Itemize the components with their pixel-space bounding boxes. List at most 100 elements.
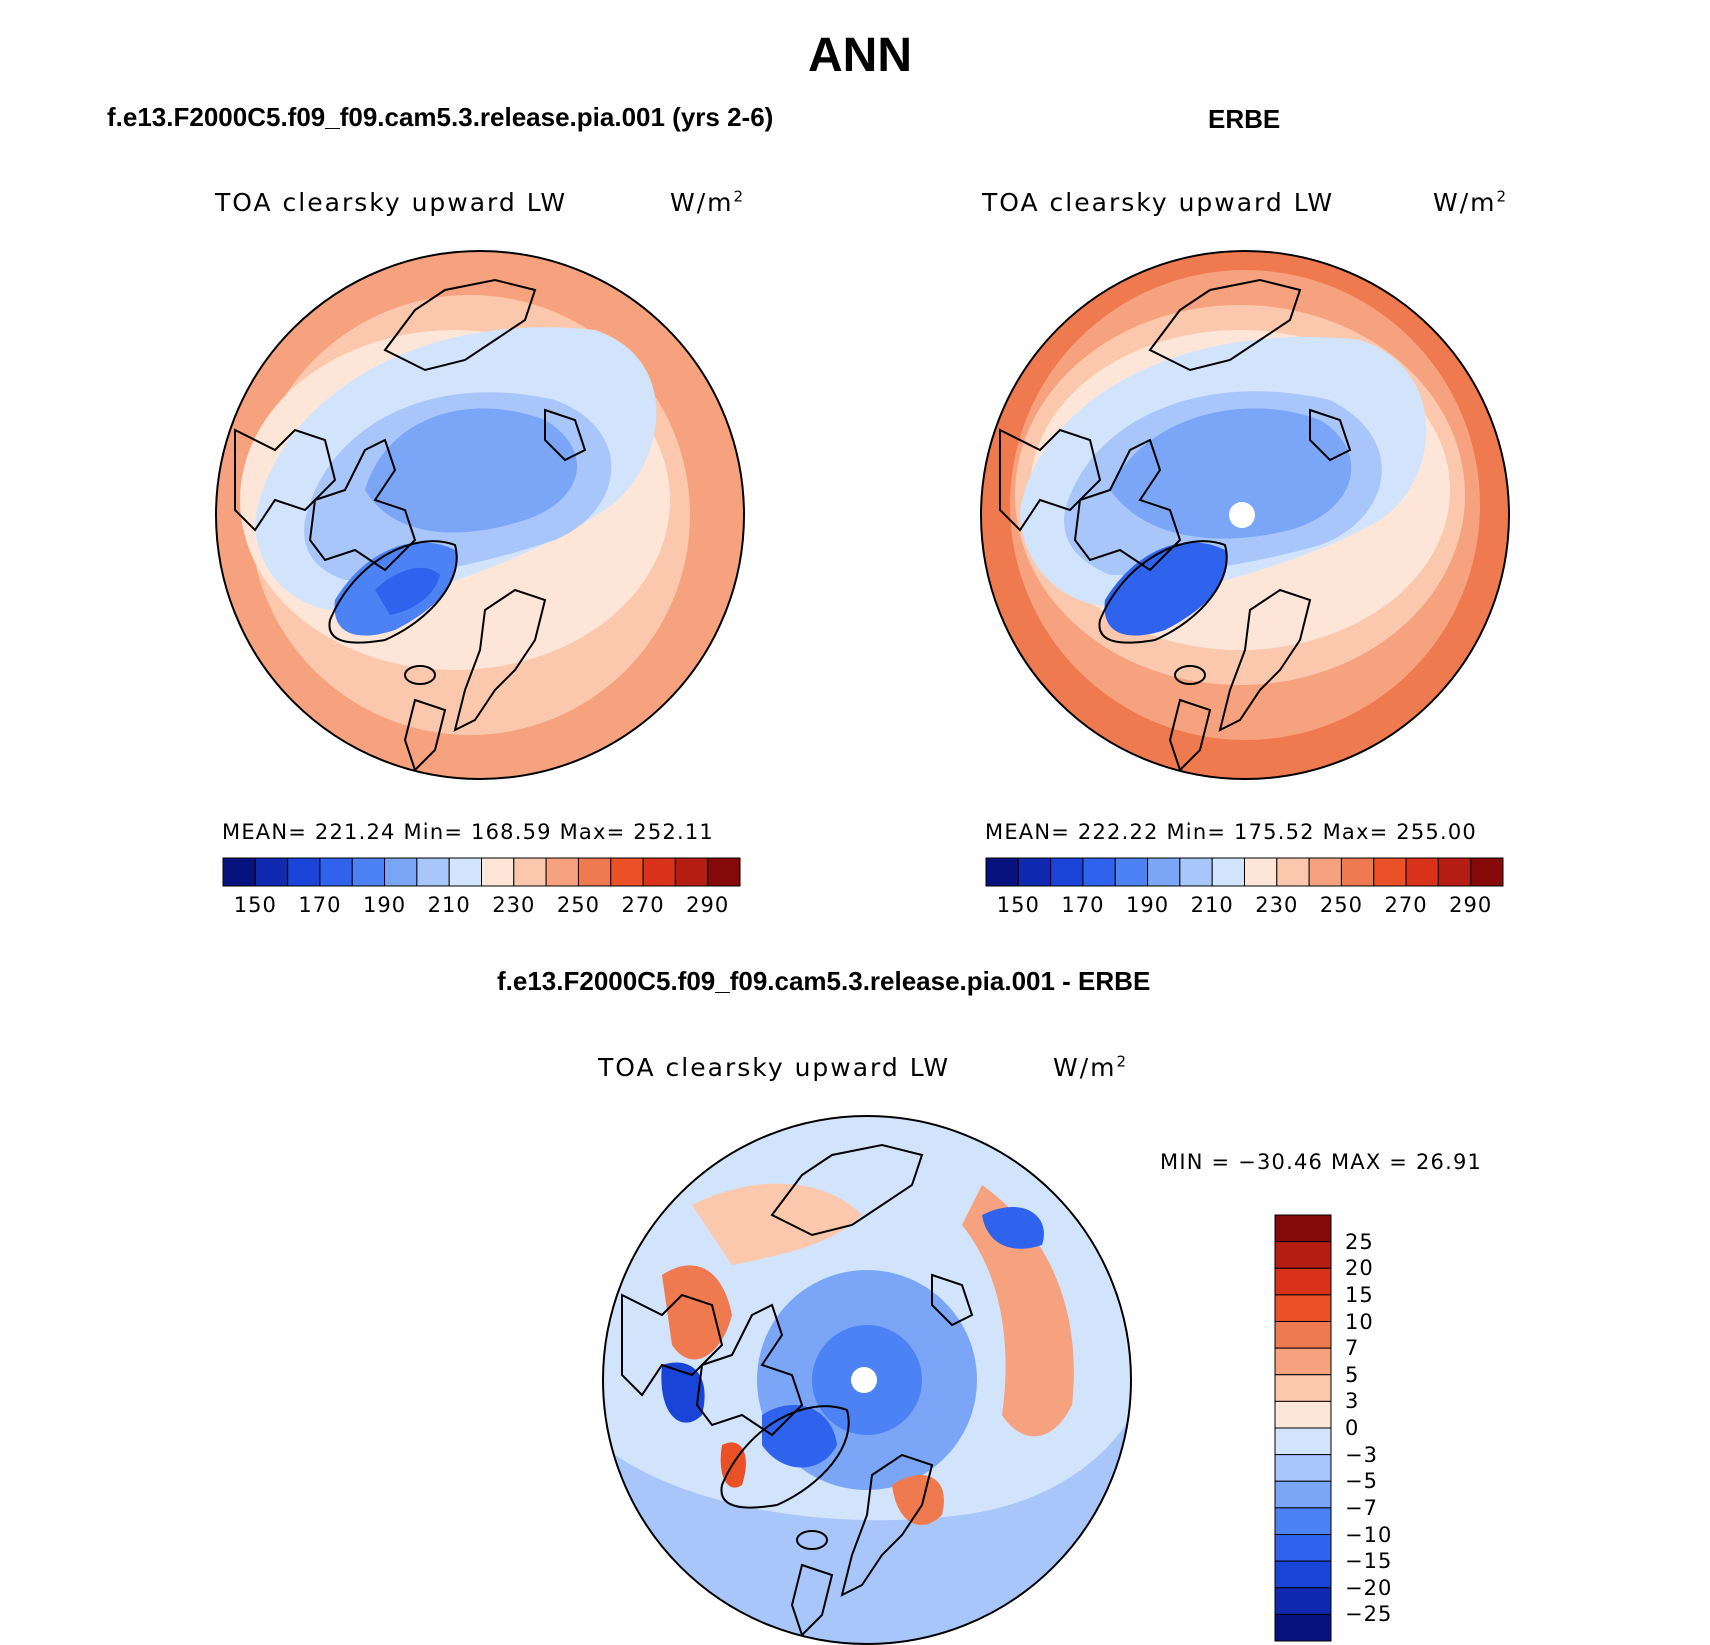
map3-neg-siberia xyxy=(982,1206,1044,1249)
panel-2-variable-label: TOA clearsky upward LW xyxy=(982,188,1335,217)
map1-coast-novaya xyxy=(544,408,587,462)
map3-ring-east xyxy=(962,1185,1074,1437)
colorbar-tick-label: 230 xyxy=(492,893,536,917)
panel-2-colorbar-ticks: 150 170 190 210 230 250 270 290 xyxy=(986,893,1503,921)
map2-greenland xyxy=(1104,542,1227,636)
colorbar-tick-label: 210 xyxy=(1190,893,1234,917)
panel-2-polar-map xyxy=(980,250,1510,780)
panel-2-colorbar xyxy=(985,857,1504,887)
colorbar-tick-label: 270 xyxy=(1384,893,1428,917)
colorbar-tick-label: 170 xyxy=(1061,893,1105,917)
map3-neg-west xyxy=(661,1362,705,1423)
colorbar-tick-label: −25 xyxy=(1345,1602,1393,1627)
colorbar-swatch xyxy=(707,857,741,887)
panel-3-stats: MIN = −30.46 MAX = 26.91 xyxy=(1160,1150,1483,1174)
colorbar-swatch xyxy=(384,857,418,887)
colorbar-swatch xyxy=(1211,857,1245,887)
colorbar-swatch xyxy=(287,857,321,887)
colorbar-swatch xyxy=(1405,857,1439,887)
map1-coast-canada xyxy=(308,438,417,572)
map3-coast-greenland xyxy=(720,1405,850,1509)
map3-coast-alaska xyxy=(621,1293,724,1397)
colorbar-tick-label: 190 xyxy=(363,893,407,917)
panel-3-units: W/m2 xyxy=(1053,1052,1129,1082)
colorbar-tick-label: −10 xyxy=(1345,1522,1393,1547)
colorbar-swatch xyxy=(1274,1454,1332,1482)
colorbar-tick-label: 170 xyxy=(298,893,342,917)
map1-band-190 xyxy=(365,408,578,533)
panel-3-colorbar xyxy=(1274,1214,1332,1642)
colorbar-tick-label: 270 xyxy=(621,893,665,917)
map3-pos-scand xyxy=(892,1475,944,1525)
colorbar-swatch xyxy=(610,857,644,887)
map2-coast-canada xyxy=(1073,438,1182,572)
map2-band-190 xyxy=(1110,408,1352,539)
map2-coast-novaya xyxy=(1309,408,1352,462)
colorbar-swatch xyxy=(1274,1400,1332,1429)
panel-1-colorbar xyxy=(222,857,741,887)
colorbar-swatch xyxy=(1274,1613,1332,1642)
colorbar-swatch xyxy=(1274,1560,1332,1589)
colorbar-swatch xyxy=(642,857,676,887)
colorbar-swatch xyxy=(513,857,547,887)
colorbar-swatch xyxy=(985,857,1019,887)
map2-coast-siberia xyxy=(1148,278,1302,372)
colorbar-swatch xyxy=(1308,857,1342,887)
panel-3-variable-label: TOA clearsky upward LW xyxy=(598,1053,951,1082)
map3-coast-siberia xyxy=(770,1143,924,1237)
colorbar-swatch xyxy=(1244,857,1278,887)
panel-2-case-title: ERBE xyxy=(1208,104,1281,134)
map3-coast-scandinavia xyxy=(840,1453,934,1597)
colorbar-swatch xyxy=(1274,1587,1332,1615)
map3-south-band xyxy=(603,1415,1131,1644)
colorbar-tick-label: −7 xyxy=(1345,1495,1378,1520)
colorbar-tick-label: 210 xyxy=(427,893,471,917)
colorbar-swatch xyxy=(1274,1321,1332,1349)
colorbar-tick-label: 290 xyxy=(1449,893,1493,917)
page-title: ANN xyxy=(808,29,912,82)
colorbar-swatch xyxy=(1274,1267,1332,1296)
colorbar-swatch xyxy=(1373,857,1407,887)
colorbar-tick-label: 7 xyxy=(1345,1336,1360,1361)
colorbar-swatch xyxy=(448,857,482,887)
panel-1-variable-label: TOA clearsky upward LW xyxy=(215,188,568,217)
colorbar-swatch xyxy=(1147,857,1181,887)
colorbar-tick-label: 250 xyxy=(556,893,600,917)
colorbar-swatch xyxy=(1274,1294,1332,1322)
map1-greenland-core xyxy=(375,567,440,615)
colorbar-swatch xyxy=(1050,857,1084,887)
colorbar-swatch xyxy=(222,857,256,887)
panel-1-colorbar-ticks: 150 170 190 210 230 250 270 290 xyxy=(223,893,740,921)
panel-3-polar-map xyxy=(602,1115,1132,1645)
map2-frame xyxy=(980,250,1510,780)
map3-coast-iceland xyxy=(796,1530,828,1550)
panel-3-case-title: f.e13.F2000C5.f09_f09.cam5.3.release.pia… xyxy=(497,966,1151,996)
colorbar-swatch xyxy=(254,857,289,887)
colorbar-swatch xyxy=(481,857,515,887)
colorbar-swatch xyxy=(1437,857,1472,887)
map3-ring-north xyxy=(692,1183,862,1265)
colorbar-tick-label: 150 xyxy=(996,893,1040,917)
colorbar-tick-label: −3 xyxy=(1345,1442,1378,1467)
colorbar-swatch xyxy=(351,857,386,887)
colorbar-tick-label: 15 xyxy=(1345,1282,1374,1307)
map2-coast-britain xyxy=(1168,698,1212,772)
colorbar-swatch xyxy=(1082,857,1116,887)
colorbar-tick-label: −20 xyxy=(1345,1575,1393,1600)
panel-1-units: W/m2 xyxy=(670,187,746,217)
map3-pole-hole xyxy=(851,1367,877,1393)
colorbar-swatch xyxy=(577,857,612,887)
map3-coast-novaya xyxy=(931,1273,974,1327)
map3-greenland xyxy=(762,1405,837,1468)
colorbar-swatch xyxy=(1470,857,1504,887)
colorbar-swatch xyxy=(1274,1214,1332,1243)
map3-ring-west xyxy=(662,1265,732,1360)
colorbar-tick-label: 250 xyxy=(1319,893,1363,917)
map2-coast-scandinavia xyxy=(1218,588,1312,732)
map1-frame xyxy=(215,250,745,780)
colorbar-swatch xyxy=(1274,1241,1332,1269)
map2-coast-greenland xyxy=(1098,540,1228,644)
colorbar-tick-label: 25 xyxy=(1345,1229,1374,1254)
colorbar-swatch xyxy=(1274,1507,1332,1535)
map1-coast-siberia xyxy=(383,278,537,372)
